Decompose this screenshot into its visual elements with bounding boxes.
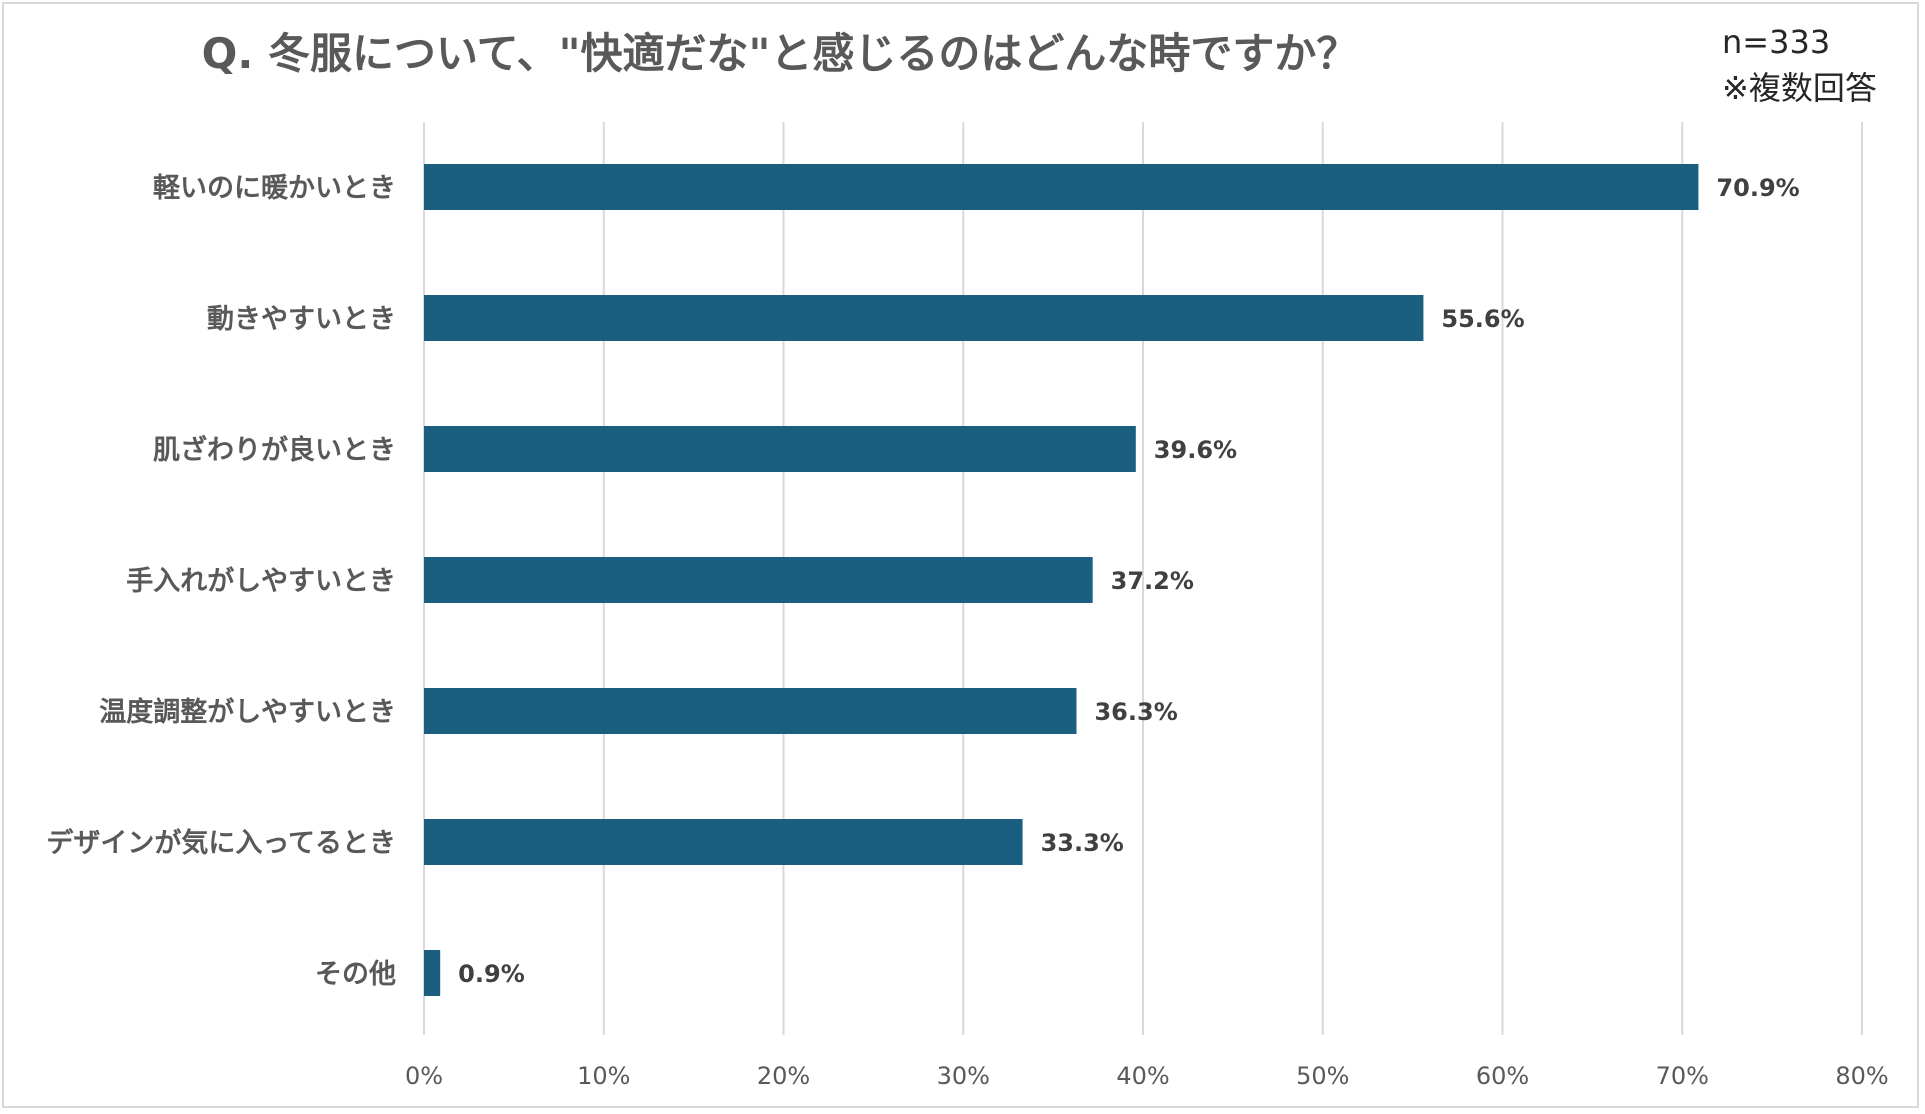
bar xyxy=(424,688,1077,734)
x-tick-label: 70% xyxy=(1656,1062,1709,1090)
chart-title: Q. 冬服について、"快適だな"と感じるのはどんな時ですか？ xyxy=(201,29,1359,78)
value-label: 70.9% xyxy=(1716,174,1799,202)
sample-size-note: n=333 xyxy=(1722,23,1831,61)
x-tick-label: 40% xyxy=(1116,1062,1169,1090)
bar xyxy=(424,426,1136,472)
bar xyxy=(424,295,1424,341)
multiple-answer-note: ※複数回答 xyxy=(1722,69,1877,107)
bar xyxy=(424,950,441,996)
value-label: 37.2% xyxy=(1111,567,1194,595)
value-label: 55.6% xyxy=(1441,305,1524,333)
labels: 0% 10% 20% 30% 40% 50% 60% 70% 80% 軽いのに暖かいとき 70.9%… xyxy=(46,173,1888,1090)
value-label: 39.6% xyxy=(1154,436,1237,464)
bars xyxy=(424,164,1699,996)
bar xyxy=(424,557,1093,603)
bar xyxy=(424,819,1023,865)
category-label: 肌ざわりが良いとき xyxy=(153,434,396,466)
category-label: 軽いのに暖かいとき xyxy=(153,173,396,204)
bar xyxy=(424,164,1699,210)
value-label: 36.3% xyxy=(1094,698,1177,726)
category-label: その他 xyxy=(315,959,396,990)
x-tick-label: 0% xyxy=(405,1062,443,1090)
x-tick-label: 80% xyxy=(1835,1062,1888,1090)
x-tick-label: 20% xyxy=(757,1062,810,1090)
category-label: 温度調整がしやすいとき xyxy=(99,696,396,728)
value-label: 0.9% xyxy=(458,960,525,988)
x-tick-label: 30% xyxy=(937,1062,990,1090)
category-label: 手入れがしやすいとき xyxy=(126,565,396,597)
value-label: 33.3% xyxy=(1041,829,1124,857)
category-label: 動きやすいとき xyxy=(207,304,396,335)
x-tick-label: 60% xyxy=(1476,1062,1529,1090)
x-tick-label: 50% xyxy=(1296,1062,1349,1090)
category-label: デザインが気に入ってるとき xyxy=(46,827,396,859)
x-tick-label: 10% xyxy=(577,1062,630,1090)
